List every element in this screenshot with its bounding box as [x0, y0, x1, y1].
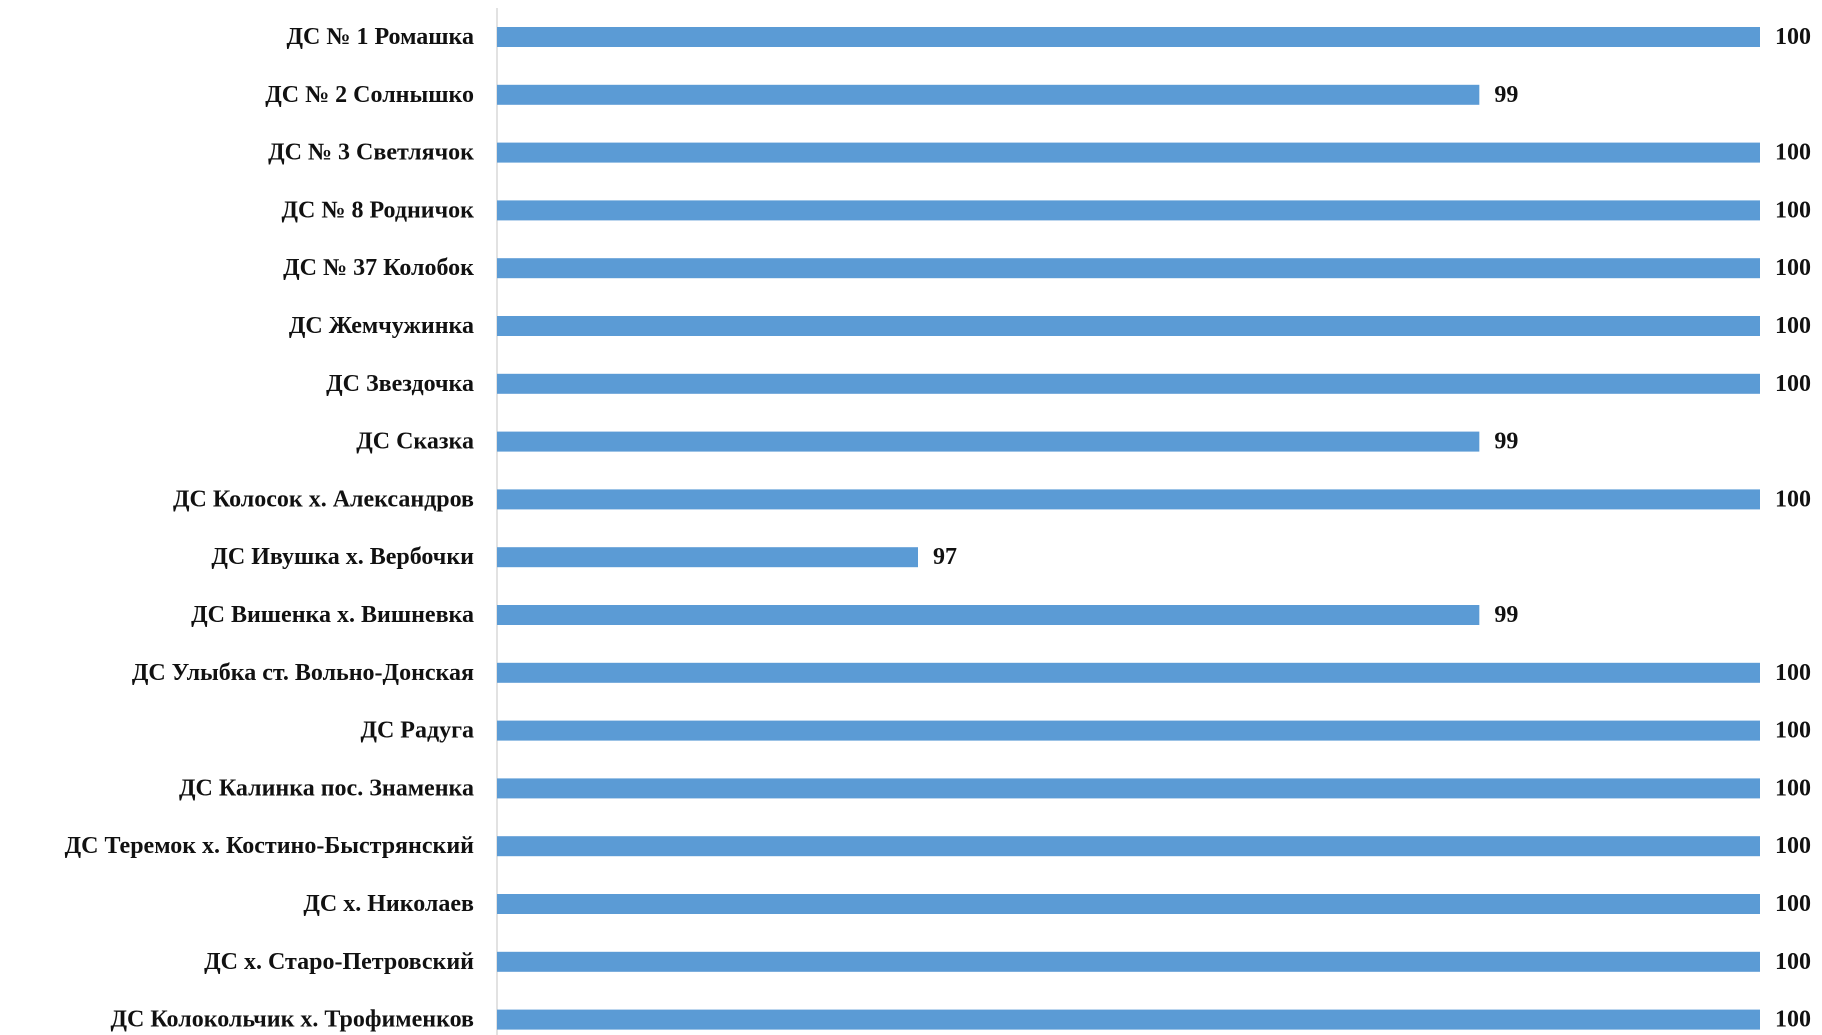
category-label: ДС Радуга [360, 718, 474, 744]
bar [497, 316, 1760, 336]
bar [497, 894, 1760, 914]
bar [497, 258, 1760, 279]
category-label: ДС Улыбка ст. Вольно-Донская [132, 660, 474, 686]
data-label: 100 [1775, 775, 1811, 801]
data-label: 100 [1775, 371, 1811, 397]
data-label: 99 [1494, 82, 1518, 108]
bar [497, 489, 1760, 510]
category-label: ДС № 2 Солнышко [265, 82, 474, 108]
bar [497, 373, 1760, 394]
data-label: 100 [1775, 833, 1811, 859]
category-label: ДС Ивушка х. Вербочки [211, 544, 474, 570]
bar [497, 431, 1480, 452]
bar [497, 836, 1760, 857]
category-labels-group: ДС № 1 Ромашка ДС № 2 Солнышко ДС № 3 Свет… [65, 24, 475, 1033]
bar [497, 951, 1760, 972]
data-label: 100 [1775, 1007, 1811, 1033]
category-label: ДС х. Старо-Петровский [204, 949, 474, 975]
data-label: 100 [1775, 660, 1811, 686]
data-label: 100 [1775, 891, 1811, 917]
data-label: 100 [1775, 313, 1811, 339]
bar [497, 142, 1760, 163]
data-label: 100 [1775, 949, 1811, 975]
category-label: ДС № 37 Колобок [283, 255, 474, 281]
data-label: 99 [1494, 429, 1518, 455]
data-label: 97 [933, 544, 957, 570]
category-label: ДС х. Николаев [303, 891, 474, 917]
category-label: ДС Колосок х. Александров [173, 486, 474, 512]
bar [497, 720, 1760, 741]
category-label: ДС Звездочка [326, 371, 474, 397]
category-label: ДС Колокольчик х. Трофименков [111, 1007, 475, 1033]
bars-group [497, 27, 1760, 1030]
data-label: 100 [1775, 197, 1811, 223]
category-label: ДС Жемчужинка [289, 313, 474, 339]
data-labels-group: 100 99 100 100 100 100 100 99 100 97 99 100 100 100 10… [933, 24, 1811, 1033]
category-label: ДС № 1 Ромашка [287, 24, 474, 50]
data-label: 100 [1775, 24, 1811, 50]
bar [497, 200, 1760, 221]
category-label: ДС Сказка [356, 429, 474, 455]
bar [497, 662, 1760, 683]
bar [497, 27, 1760, 47]
data-label: 100 [1775, 255, 1811, 281]
bar [497, 778, 1760, 799]
bar [497, 1009, 1760, 1030]
category-label: ДС Теремок х. Костино-Быстрянский [65, 833, 475, 859]
category-label: ДС № 8 Родничок [282, 197, 475, 223]
category-label: ДС № 3 Светлячок [268, 140, 474, 166]
data-label: 100 [1775, 140, 1811, 166]
data-label: 100 [1775, 486, 1811, 512]
bar [497, 84, 1480, 105]
bar [497, 547, 918, 568]
data-label: 100 [1775, 718, 1811, 744]
category-label: ДС Вишенка х. Вишневка [191, 602, 474, 628]
category-label: ДС Калинка пос. Знаменка [179, 775, 474, 801]
data-label: 99 [1494, 602, 1518, 628]
bar [497, 605, 1480, 625]
